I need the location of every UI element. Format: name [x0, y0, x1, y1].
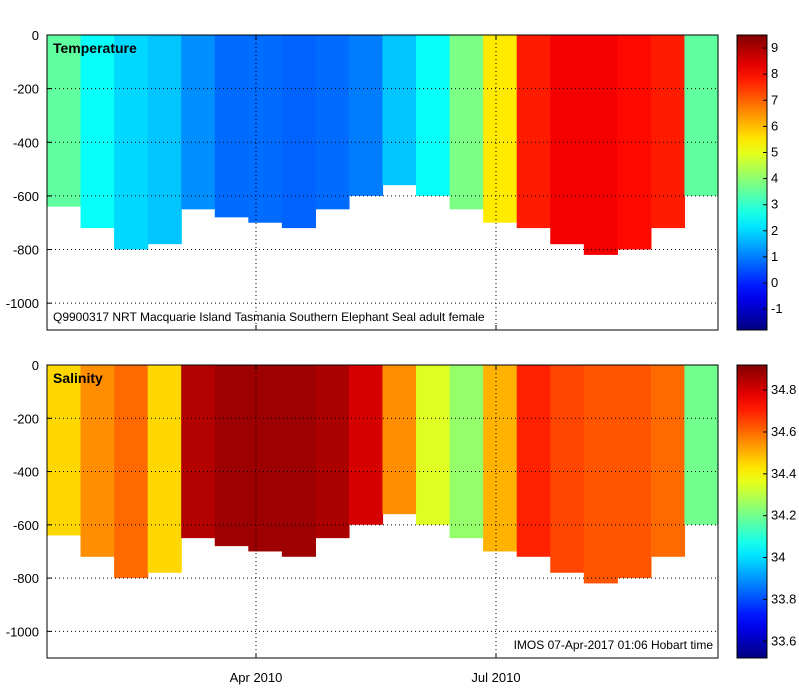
- salinity-data-segment: [281, 365, 316, 557]
- salinity-data-segment: [583, 365, 618, 584]
- salinity-colorbar-tick-label: 34.2: [771, 508, 796, 523]
- temperature-data-segment: [181, 35, 216, 210]
- temperature-y-tick-label: -600: [13, 189, 39, 204]
- temperature-colorbar: [736, 34, 768, 331]
- salinity-y-tick-label: 0: [32, 358, 39, 373]
- temperature-colorbar-tick-label: -1: [771, 301, 783, 316]
- salinity-colorbar: [736, 364, 768, 659]
- salinity-data-segment: [47, 365, 82, 536]
- temperature-colorbar-tick-label: 8: [771, 66, 778, 81]
- temperature-data-segment: [650, 35, 686, 229]
- temperature-annotation: Q9900317 NRT Macquarie Island Tasmania S…: [53, 310, 485, 324]
- salinity-data-segment: [214, 365, 249, 547]
- temperature-colorbar-tick-label: 3: [771, 197, 778, 212]
- temperature-panel: 0 -200 -400 -600 -800 -1000 Temperature Q990031…: [6, 28, 783, 331]
- salinity-data-segment: [550, 365, 585, 573]
- salinity-data-segment: [181, 365, 216, 539]
- salinity-data-segment: [516, 365, 551, 557]
- salinity-data-segment: [80, 365, 115, 557]
- salinity-panel: 0 -200 -400 -600 -800 -1000 Salinity IMOS 07-Ap…: [6, 358, 796, 659]
- salinity-colorbar-tick-label: 33.8: [771, 591, 796, 606]
- salinity-data-segment: [483, 365, 518, 552]
- temperature-data-segment: [315, 35, 350, 210]
- salinity-y-tick-label: -200: [13, 411, 39, 426]
- x-tick-label: Jul 2010: [471, 670, 520, 685]
- temperature-data-segment: [47, 35, 82, 207]
- temperature-colorbar-tick-label: 2: [771, 223, 778, 238]
- temperature-data-segment: [684, 35, 719, 196]
- temperature-data-segment: [348, 35, 384, 196]
- temperature-y-tick-label: 0: [32, 28, 39, 43]
- salinity-annotation: IMOS 07-Apr-2017 01:06 Hobart time: [514, 638, 714, 652]
- salinity-data-segment: [382, 365, 417, 515]
- temperature-data-segment: [382, 35, 417, 186]
- temperature-colorbar-tick-label: 7: [771, 92, 778, 107]
- temperature-data-segment: [483, 35, 518, 223]
- salinity-y-tick-label: -1000: [6, 624, 39, 639]
- temperature-data-segment: [281, 35, 316, 229]
- salinity-y-tick-label: -800: [13, 571, 39, 586]
- temperature-y-tick-label: -800: [13, 243, 39, 258]
- temperature-data-segment: [550, 35, 585, 245]
- temperature-y-tick-label: -200: [13, 82, 39, 97]
- temperature-data-segment: [516, 35, 551, 229]
- temperature-colorbar-tick-label: 9: [771, 40, 778, 55]
- salinity-data-segment: [248, 365, 283, 552]
- temperature-colorbar-tick-label: 5: [771, 144, 778, 159]
- temperature-data-segment: [147, 35, 182, 245]
- salinity-data-segment: [650, 365, 686, 557]
- x-tick-label: Apr 2010: [230, 670, 283, 685]
- temperature-data-segment: [80, 35, 115, 229]
- salinity-colorbar-tick-label: 33.6: [771, 633, 796, 648]
- salinity-plot-frame: [46, 364, 719, 659]
- salinity-colorbar-tick-label: 34.4: [771, 466, 796, 481]
- temperature-plot-frame: [46, 34, 719, 331]
- temperature-data-segment: [583, 35, 618, 255]
- temperature-colorbar-tick-label: 0: [771, 275, 778, 290]
- temperature-colorbar-tick-label: 4: [771, 171, 778, 186]
- temperature-data-segment: [248, 35, 283, 223]
- temperature-colorbar-tick-label: 6: [771, 118, 778, 133]
- salinity-data-segment: [147, 365, 182, 573]
- salinity-y-tick-label: -600: [13, 518, 39, 533]
- temperature-data-segment: [617, 35, 652, 250]
- salinity-title: Salinity: [53, 370, 103, 386]
- salinity-data-segment: [449, 365, 484, 539]
- salinity-data-segment: [684, 365, 719, 525]
- salinity-data-segment: [315, 365, 350, 539]
- salinity-y-tick-label: -400: [13, 465, 39, 480]
- temperature-title: Temperature: [53, 40, 137, 56]
- salinity-colorbar-tick-label: 34.6: [771, 424, 796, 439]
- temperature-data-segment: [449, 35, 484, 210]
- salinity-data-segment: [348, 365, 384, 525]
- salinity-data-segment: [416, 365, 451, 525]
- temperature-y-tick-label: -1000: [6, 296, 39, 311]
- temperature-data-segment: [214, 35, 249, 218]
- salinity-colorbar-tick-label: 34.8: [771, 382, 796, 397]
- temperature-data-segment: [416, 35, 451, 196]
- temperature-colorbar-tick-label: 1: [771, 249, 778, 264]
- temperature-y-tick-label: -400: [13, 135, 39, 150]
- salinity-colorbar-tick-label: 34: [771, 550, 785, 565]
- salinity-data-segment: [617, 365, 652, 579]
